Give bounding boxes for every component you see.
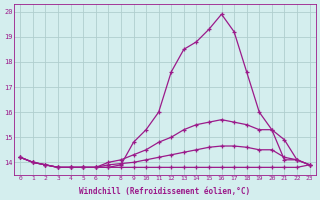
X-axis label: Windchill (Refroidissement éolien,°C): Windchill (Refroidissement éolien,°C): [79, 187, 251, 196]
